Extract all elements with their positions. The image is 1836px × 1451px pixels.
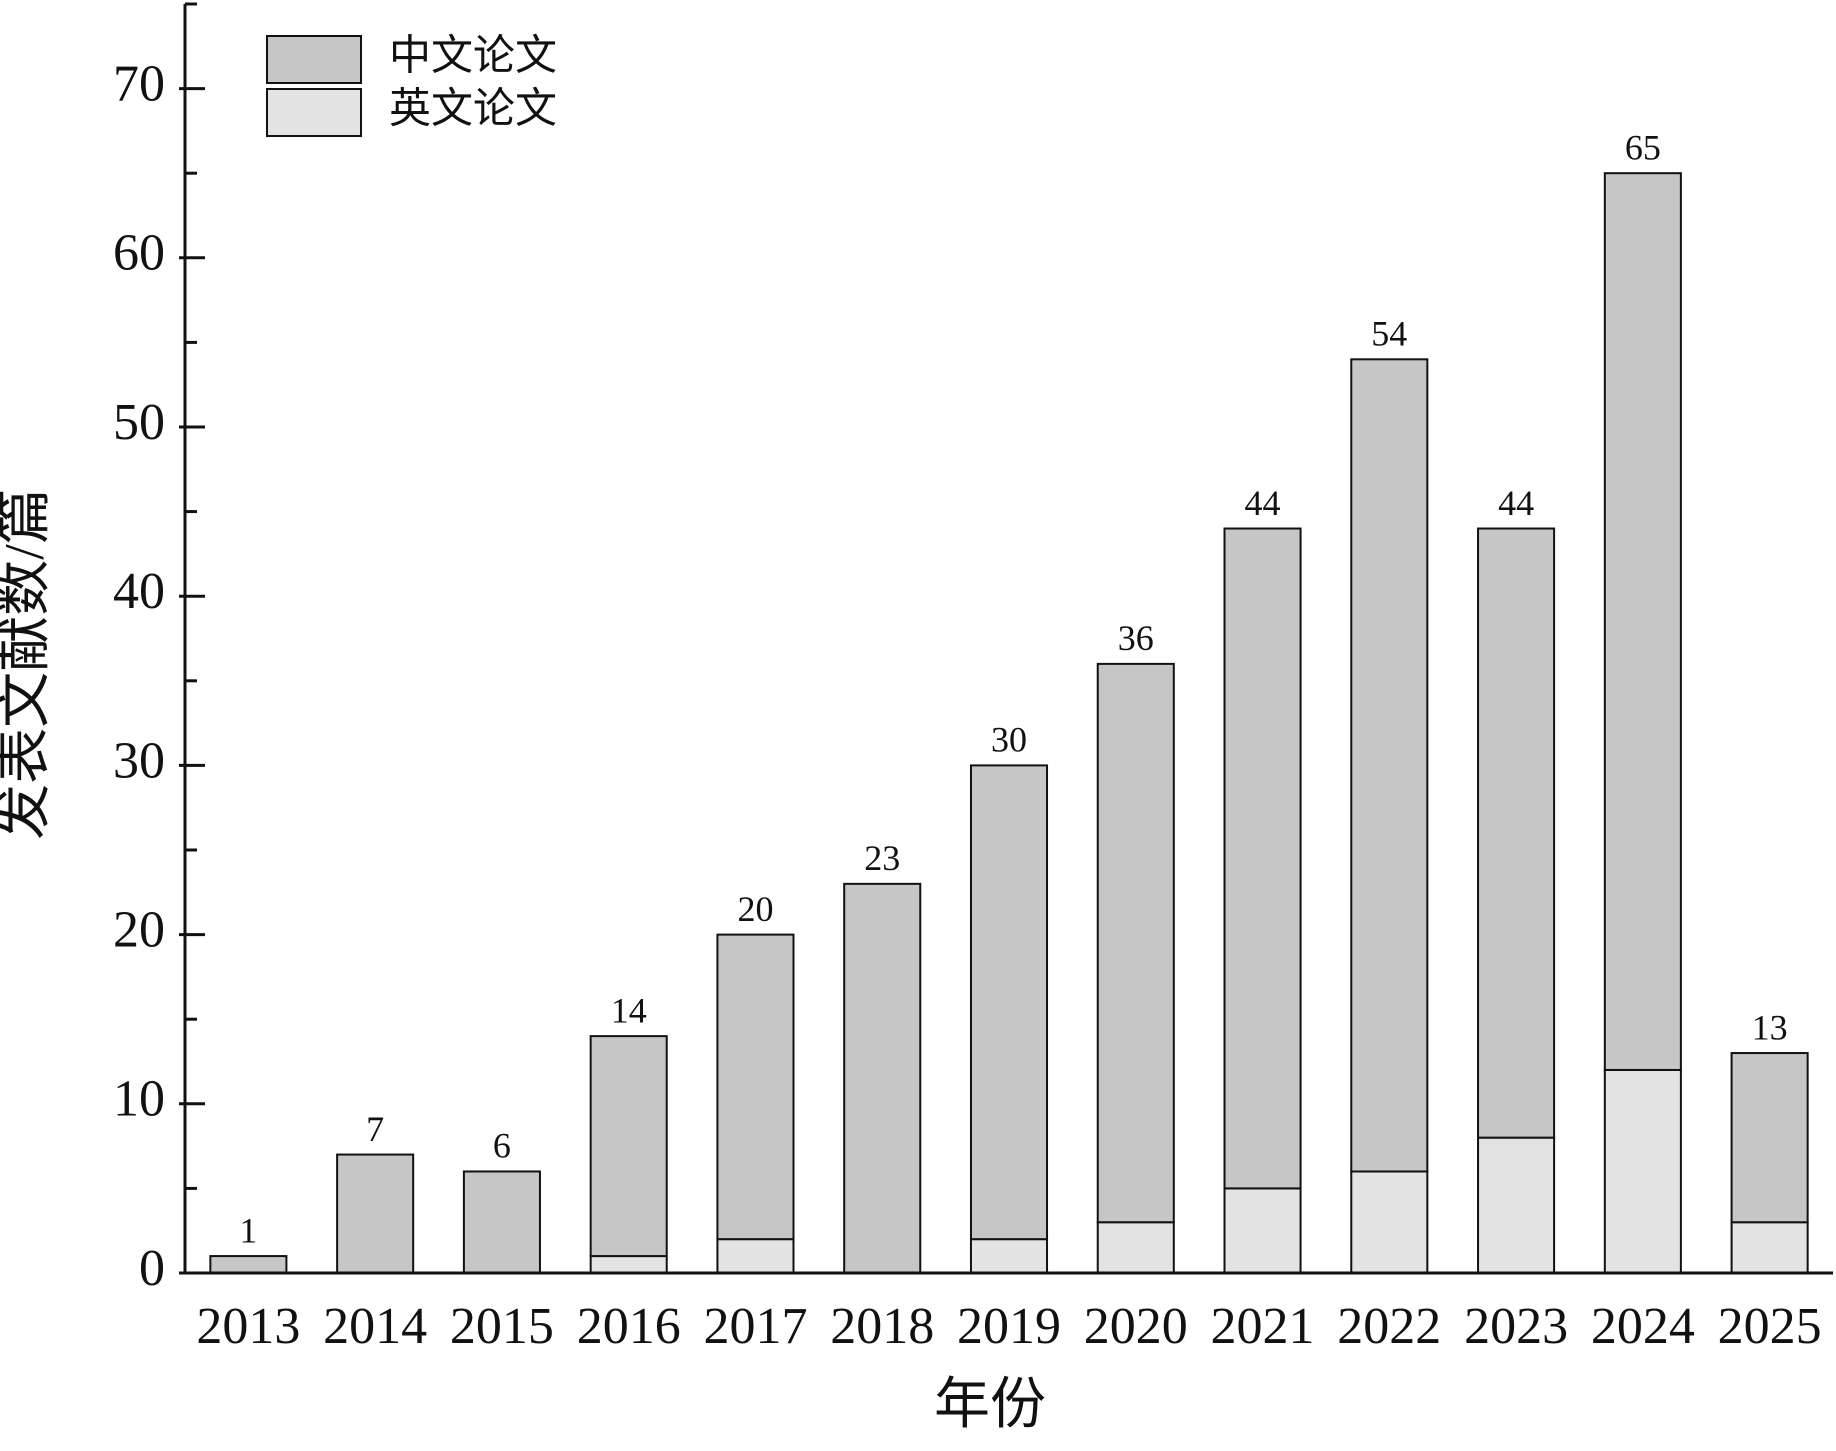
bar-segment xyxy=(589,1035,668,1258)
total-label: 65 xyxy=(1625,127,1661,167)
bar-segment xyxy=(209,1255,288,1274)
total-label: 54 xyxy=(1371,314,1407,354)
x-tick-label: 2025 xyxy=(1718,1298,1822,1355)
bar-segment xyxy=(1477,1136,1556,1275)
total-label: 30 xyxy=(991,720,1027,760)
x-tick-label: 2022 xyxy=(1337,1298,1441,1355)
x-tick-label: 2013 xyxy=(196,1298,300,1355)
x-axis-title: 年份 xyxy=(934,1374,1046,1436)
total-label: 36 xyxy=(1118,618,1154,658)
total-label: 44 xyxy=(1245,483,1281,523)
bar-segment xyxy=(1603,1068,1682,1274)
bar-segment xyxy=(1096,1221,1175,1274)
total-label: 44 xyxy=(1498,483,1534,523)
x-tick-label: 2014 xyxy=(323,1298,427,1355)
x-tick-label: 2020 xyxy=(1084,1298,1188,1355)
y-tick-label: 50 xyxy=(113,394,165,451)
y-tick-label: 0 xyxy=(139,1240,165,1297)
y-tick-label: 60 xyxy=(113,225,165,282)
bar-segment xyxy=(1603,172,1682,1071)
total-label: 20 xyxy=(737,889,773,929)
total-label: 14 xyxy=(611,990,647,1030)
x-tick-label: 2018 xyxy=(830,1298,934,1355)
y-tick-label: 30 xyxy=(113,732,165,789)
total-label: 1 xyxy=(239,1210,257,1250)
total-label: 23 xyxy=(864,838,900,878)
legend-swatch xyxy=(266,88,362,137)
bar-segment xyxy=(462,1170,541,1274)
legend-swatch xyxy=(266,35,362,84)
x-tick-label: 2023 xyxy=(1464,1298,1568,1355)
bar-segment xyxy=(589,1255,668,1274)
bar-segment xyxy=(1096,662,1175,1224)
x-tick-label: 2024 xyxy=(1591,1298,1695,1355)
bar-segment xyxy=(969,1238,1049,1275)
bar-segment xyxy=(716,933,795,1241)
bar-segment xyxy=(1477,527,1556,1139)
x-tick-label: 2019 xyxy=(957,1298,1061,1355)
total-label: 6 xyxy=(493,1126,511,1166)
bar-segment xyxy=(1730,1052,1809,1224)
y-tick-label: 40 xyxy=(113,563,165,620)
bar-segment xyxy=(1350,1170,1429,1274)
bar-segment xyxy=(843,882,922,1275)
bar-segment xyxy=(1223,527,1302,1190)
total-label: 13 xyxy=(1752,1007,1788,1047)
bar-segment xyxy=(1223,1187,1302,1275)
total-label: 7 xyxy=(366,1109,384,1149)
x-tick-label: 2016 xyxy=(577,1298,681,1355)
y-axis-title: 发表文献数/篇 xyxy=(0,488,56,840)
x-tick-label: 2021 xyxy=(1211,1298,1315,1355)
bar-segment xyxy=(1350,358,1429,1173)
legend-label: 中文论文 xyxy=(389,33,557,80)
legend-label: 英文论文 xyxy=(389,86,557,133)
bar-segment xyxy=(1730,1221,1809,1274)
y-tick-label: 10 xyxy=(113,1071,165,1128)
bar-segment xyxy=(716,1238,795,1275)
y-tick-label: 70 xyxy=(113,56,165,113)
bar-segment xyxy=(969,764,1049,1241)
x-tick-label: 2015 xyxy=(450,1298,554,1355)
x-tick-label: 2017 xyxy=(703,1298,807,1355)
bar-segment xyxy=(336,1153,415,1275)
y-tick-label: 20 xyxy=(113,902,165,959)
